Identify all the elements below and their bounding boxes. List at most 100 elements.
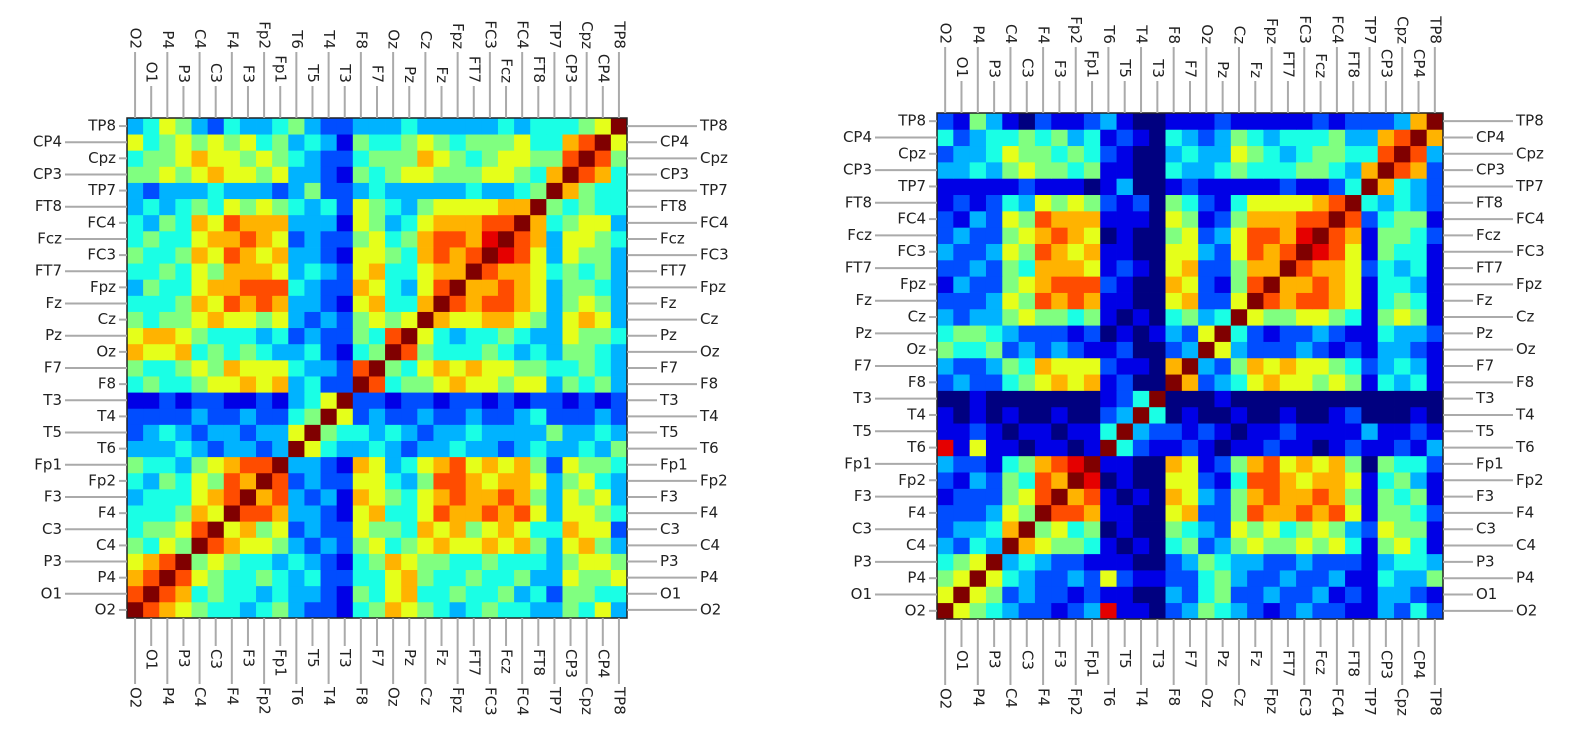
cell	[143, 537, 160, 554]
cell	[272, 488, 289, 506]
cell	[1230, 406, 1248, 424]
cell	[175, 537, 192, 554]
y-tick-label: Fpz	[1516, 275, 1542, 293]
cell	[1067, 357, 1085, 375]
cell	[1034, 292, 1052, 310]
cell	[256, 359, 273, 377]
cell	[514, 521, 531, 538]
cell	[417, 134, 434, 151]
cell	[401, 182, 418, 200]
cell	[1312, 161, 1330, 179]
cell	[530, 134, 547, 151]
cell	[1116, 178, 1134, 196]
cell	[304, 376, 321, 393]
cell	[352, 295, 370, 312]
cell	[1296, 602, 1313, 620]
cell	[1100, 504, 1117, 522]
cell	[1328, 488, 1346, 506]
cell	[223, 553, 241, 571]
cell	[1426, 341, 1444, 359]
cell	[401, 327, 418, 345]
cell	[272, 585, 289, 603]
cell	[1345, 113, 1362, 130]
cell	[1018, 129, 1036, 147]
cell	[417, 230, 434, 248]
cell	[127, 553, 144, 571]
cell	[1198, 145, 1215, 163]
cell	[336, 553, 354, 571]
cell	[1214, 210, 1232, 228]
cell	[953, 521, 971, 538]
cell	[1247, 374, 1264, 391]
cell	[175, 343, 192, 361]
cell	[594, 601, 612, 619]
cell	[953, 325, 971, 342]
cell	[385, 456, 402, 474]
cell	[610, 150, 628, 167]
cell	[1279, 455, 1297, 473]
cell	[1312, 243, 1330, 261]
cell	[562, 521, 580, 538]
cell	[1083, 292, 1101, 310]
cell	[481, 118, 499, 135]
cell	[594, 311, 612, 329]
cell	[562, 295, 580, 312]
cell	[352, 214, 370, 232]
cell	[1034, 129, 1052, 147]
cell	[1149, 374, 1166, 391]
cell	[1345, 390, 1362, 408]
y-tick-label: F3	[44, 488, 62, 506]
cell	[1149, 113, 1166, 130]
cell	[1198, 227, 1215, 244]
cell	[594, 327, 612, 345]
cell	[1361, 521, 1379, 538]
cell	[1198, 521, 1215, 538]
cell	[256, 537, 273, 554]
y-tick-label: Fcz	[660, 229, 685, 247]
x-tick-label: O2	[127, 687, 145, 708]
y-tick-label: FC4	[1516, 210, 1545, 228]
cell	[578, 456, 596, 474]
cell	[497, 585, 515, 603]
cell	[207, 601, 225, 619]
cell	[433, 166, 450, 183]
cell	[175, 150, 192, 167]
cell	[449, 456, 467, 474]
cell	[433, 343, 450, 361]
cell	[352, 343, 370, 361]
cell	[594, 279, 612, 296]
cell	[1002, 521, 1020, 538]
cell	[143, 488, 160, 506]
cell	[937, 570, 954, 587]
cell	[368, 118, 386, 135]
cell	[304, 569, 321, 587]
x-tick-label: F4	[1035, 688, 1053, 706]
cell	[985, 178, 1003, 196]
cell	[497, 230, 515, 248]
x-tick-label: Oz	[385, 29, 403, 49]
cell	[239, 343, 257, 361]
cell	[610, 166, 628, 183]
cell	[401, 601, 418, 619]
cell	[562, 456, 580, 474]
y-tick-label: FT8	[660, 197, 687, 215]
cell	[127, 488, 144, 506]
cell	[1296, 423, 1313, 440]
cell	[610, 472, 628, 490]
cell	[320, 472, 338, 490]
cell	[401, 408, 418, 425]
cell	[1002, 325, 1020, 342]
cell	[1018, 423, 1036, 440]
cell	[1165, 570, 1183, 587]
cell	[530, 424, 547, 441]
cell	[481, 440, 499, 458]
cell	[1247, 390, 1264, 408]
cell	[969, 194, 987, 212]
cell	[1149, 292, 1166, 310]
cell	[288, 311, 305, 329]
cell	[1034, 308, 1052, 326]
cell	[191, 327, 209, 345]
x-tick-label: FC4	[1328, 688, 1346, 717]
x-tick-label: F3	[239, 65, 257, 83]
cell	[320, 408, 338, 425]
